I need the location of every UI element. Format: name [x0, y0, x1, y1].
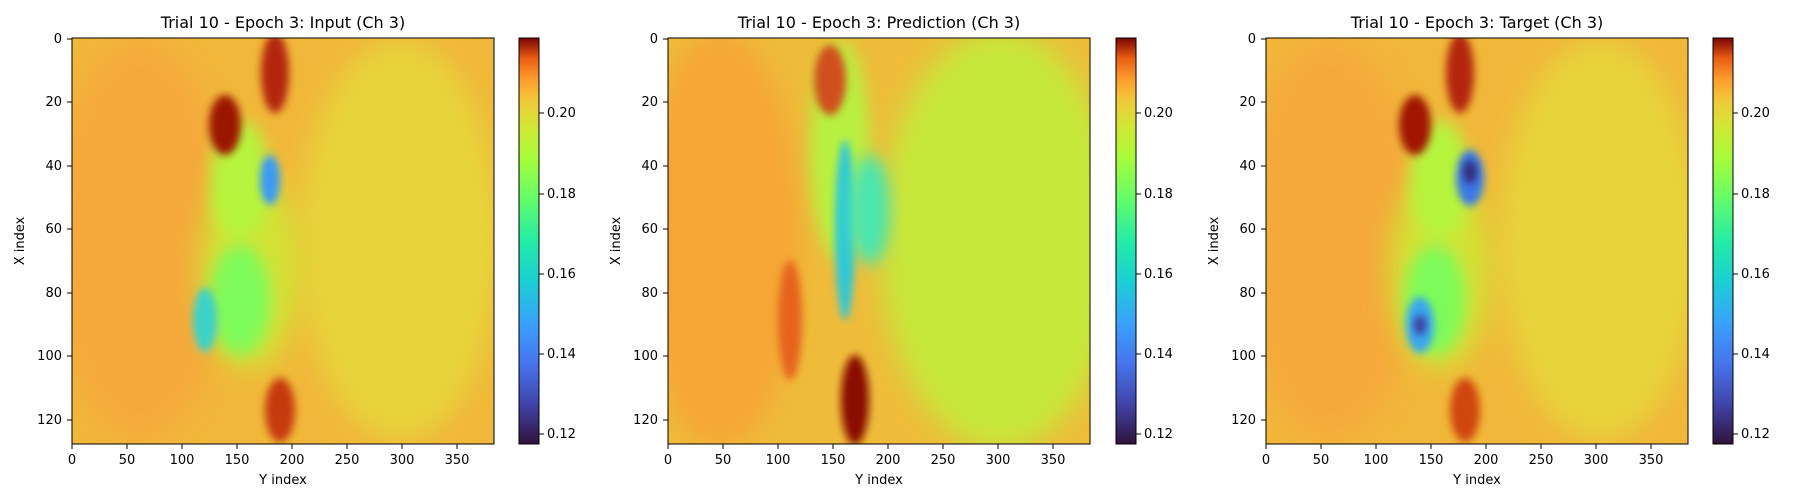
colorbar-tick-label: 0.14: [547, 347, 576, 362]
colorbar-gradient: [1115, 37, 1137, 445]
x-tick-label: 150: [225, 453, 250, 468]
x-tick-label: 50: [119, 453, 136, 468]
colorbar-tick-label: 0.16: [1144, 267, 1173, 282]
colorbar-tick-label: 0.12: [547, 427, 576, 442]
heatmap-image: [1266, 38, 1688, 444]
y-tick-label: 80: [641, 286, 658, 301]
x-tick-label: 250: [335, 453, 360, 468]
y-tick-label: 120: [633, 413, 658, 428]
x-tick-label: 100: [170, 453, 195, 468]
y-tick-label: 80: [1239, 286, 1256, 301]
x-tick-label: 0: [68, 453, 76, 468]
x-tick-label: 0: [664, 453, 672, 468]
x-tick-label: 200: [280, 453, 305, 468]
x-tick-label: 300: [390, 453, 415, 468]
x-axis-label: Y index: [1452, 473, 1501, 488]
colorbar-gradient: [518, 37, 540, 445]
chart-title: Trial 10 - Epoch 3: Target (Ch 3): [1350, 13, 1603, 32]
y-axis-label: X index: [609, 216, 624, 265]
y-tick-label: 40: [1239, 159, 1256, 174]
colorbar-tick-label: 0.18: [1144, 187, 1173, 202]
y-ticks: 0 20 40 60 80 100 120: [1231, 32, 1266, 428]
colorbar-tick-label: 0.16: [547, 267, 576, 282]
x-tick-label: 100: [766, 453, 791, 468]
chart-title: Trial 10 - Epoch 3: Prediction (Ch 3): [737, 13, 1020, 32]
y-tick-label: 20: [45, 95, 62, 110]
colorbar-tick-label: 0.16: [1741, 267, 1770, 282]
x-ticks: 0 50 100 150 200 250 300 350: [664, 444, 1066, 468]
y-tick-label: 0: [1248, 32, 1256, 47]
y-tick-label: 100: [1231, 349, 1256, 364]
x-ticks: 0 50 100 150 200 250 300 350: [68, 444, 470, 468]
y-tick-label: 120: [37, 413, 62, 428]
y-tick-label: 80: [45, 286, 62, 301]
colorbar-tick-label: 0.14: [1144, 347, 1173, 362]
x-tick-label: 150: [821, 453, 846, 468]
y-axis-label: X index: [13, 216, 28, 265]
x-tick-label: 100: [1364, 453, 1389, 468]
x-tick-label: 200: [1474, 453, 1499, 468]
y-tick-label: 20: [641, 95, 658, 110]
y-tick-label: 0: [650, 32, 658, 47]
colorbar-tick-label: 0.14: [1741, 347, 1770, 362]
axes-frame: [1265, 37, 1689, 445]
y-ticks: 0 20 40 60 80 100 120: [633, 32, 668, 428]
panel-prediction: Trial 10 - Epoch 3: Prediction (Ch 3) Y …: [609, 13, 1173, 488]
axes-frame: [667, 37, 1091, 445]
x-tick-label: 300: [1584, 453, 1609, 468]
x-tick-label: 350: [445, 453, 470, 468]
colorbar: 0.12 0.14 0.16 0.18 0.20: [1712, 37, 1770, 445]
colorbar-tick-label: 0.12: [1144, 427, 1173, 442]
y-tick-label: 100: [37, 349, 62, 364]
x-tick-label: 300: [986, 453, 1011, 468]
x-tick-label: 0: [1262, 453, 1270, 468]
x-tick-label: 150: [1419, 453, 1444, 468]
colorbar-tick-label: 0.20: [1741, 106, 1770, 121]
colorbar: 0.12 0.14 0.16 0.18 0.20: [1115, 37, 1173, 445]
x-axis-label: Y index: [854, 473, 903, 488]
y-tick-label: 0: [54, 32, 62, 47]
colorbar-tick-label: 0.20: [1144, 106, 1173, 121]
x-ticks: 0 50 100 150 200 250 300 350: [1262, 444, 1664, 468]
y-tick-label: 60: [1239, 222, 1256, 237]
y-tick-label: 40: [641, 159, 658, 174]
colorbar-tick-label: 0.12: [1741, 427, 1770, 442]
y-tick-label: 60: [641, 222, 658, 237]
x-axis-label: Y index: [258, 473, 307, 488]
colorbar-tick-label: 0.20: [547, 106, 576, 121]
axes-frame: [71, 37, 495, 445]
x-tick-label: 250: [931, 453, 956, 468]
x-tick-label: 350: [1041, 453, 1066, 468]
colorbar: 0.12 0.14 0.16 0.18 0.20: [518, 37, 576, 445]
x-tick-label: 50: [1313, 453, 1330, 468]
x-tick-label: 200: [876, 453, 901, 468]
panel-target: Trial 10 - Epoch 3: Target (Ch 3) Y inde…: [1207, 13, 1770, 488]
y-tick-label: 20: [1239, 95, 1256, 110]
colorbar-gradient: [1712, 37, 1734, 445]
y-tick-label: 100: [633, 349, 658, 364]
x-tick-label: 350: [1639, 453, 1664, 468]
y-ticks: 0 20 40 60 80 100 120: [37, 32, 72, 428]
colorbar-tick-label: 0.18: [1741, 187, 1770, 202]
chart-title: Trial 10 - Epoch 3: Input (Ch 3): [160, 13, 405, 32]
y-tick-label: 40: [45, 159, 62, 174]
y-tick-label: 60: [45, 222, 62, 237]
heatmap-image: [72, 38, 494, 444]
colorbar-tick-label: 0.18: [547, 187, 576, 202]
heatmap-image: [668, 38, 1090, 444]
y-tick-label: 120: [1231, 413, 1256, 428]
x-tick-label: 250: [1529, 453, 1554, 468]
x-tick-label: 50: [715, 453, 732, 468]
panel-input: Trial 10 - Epoch 3: Input (Ch 3) Y index…: [13, 13, 576, 488]
y-axis-label: X index: [1207, 216, 1222, 265]
